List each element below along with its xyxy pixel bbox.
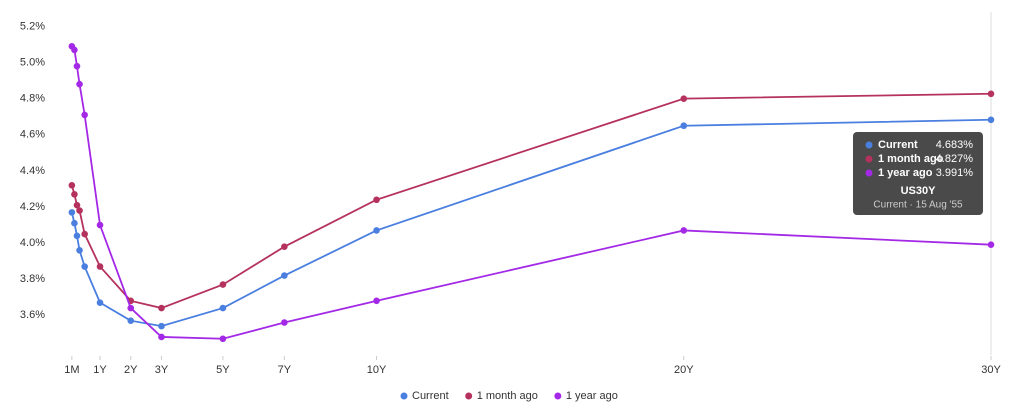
legend-label: Current xyxy=(412,390,449,402)
y-tick-label: 4.6% xyxy=(20,129,45,141)
tooltip-name: Current xyxy=(878,139,918,151)
legend-label: 1 month ago xyxy=(477,390,538,402)
tooltip-name: 1 month ago xyxy=(878,153,944,165)
x-tick-label: 30Y xyxy=(981,364,1001,376)
y-tick-label: 4.2% xyxy=(20,201,45,213)
data-point xyxy=(68,209,76,216)
y-tick-label: 5.2% xyxy=(20,20,45,32)
data-point xyxy=(987,241,995,248)
data-point xyxy=(373,196,380,204)
legend-item[interactable]: 1 year ago xyxy=(554,390,618,402)
data-point xyxy=(680,122,688,130)
y-tick-label: 3.6% xyxy=(20,309,45,321)
data-point xyxy=(71,191,78,198)
tooltip-swatch xyxy=(865,169,873,177)
data-point xyxy=(127,317,135,325)
tooltip-title: US30Y xyxy=(901,185,937,197)
x-tick-label: 7Y xyxy=(278,364,292,376)
tooltip-value: 4.827% xyxy=(936,153,974,165)
legend-item[interactable]: Current xyxy=(400,390,449,402)
data-point xyxy=(281,319,288,326)
tooltip-subtitle: Current · 15 Aug '55 xyxy=(873,200,963,211)
x-tick-label: 20Y xyxy=(674,364,694,376)
data-point xyxy=(158,304,165,312)
data-point xyxy=(73,201,81,209)
data-point xyxy=(987,90,995,98)
legend-swatch xyxy=(554,392,562,400)
data-point xyxy=(73,232,81,240)
tooltip-swatch xyxy=(865,155,873,163)
data-point xyxy=(127,304,135,312)
x-tick-label: 2Y xyxy=(124,364,138,376)
data-point xyxy=(71,219,78,227)
tooltip-name: 1 year ago xyxy=(878,167,933,179)
data-point xyxy=(281,243,288,250)
x-tick-label: 10Y xyxy=(367,364,387,376)
y-tick-label: 4.4% xyxy=(20,165,45,177)
legend-item[interactable]: 1 month ago xyxy=(465,390,538,402)
data-point xyxy=(76,207,83,214)
data-point xyxy=(373,297,380,305)
y-tick-label: 4.8% xyxy=(20,93,45,105)
data-point xyxy=(158,333,165,341)
data-point xyxy=(987,116,995,124)
data-point xyxy=(96,221,104,229)
data-point xyxy=(219,304,227,312)
data-point xyxy=(71,46,78,54)
data-point xyxy=(81,111,88,119)
data-point xyxy=(680,227,688,234)
y-tick-label: 5.0% xyxy=(20,56,45,68)
data-point xyxy=(76,246,83,254)
tooltip-value: 4.683% xyxy=(936,139,974,151)
data-point xyxy=(219,335,227,343)
data-point xyxy=(73,62,81,70)
tooltip-value: 3.991% xyxy=(936,167,974,179)
data-point xyxy=(373,227,380,234)
x-tick-label: 3Y xyxy=(155,364,169,376)
legend-swatch xyxy=(465,392,473,400)
legend-swatch xyxy=(400,392,408,400)
data-point xyxy=(81,263,88,270)
legend-label: 1 year ago xyxy=(566,390,618,402)
x-tick-label: 5Y xyxy=(216,364,230,376)
y-tick-label: 3.8% xyxy=(20,273,45,285)
data-point xyxy=(219,281,227,288)
x-tick-label: 1M xyxy=(64,364,79,376)
data-point xyxy=(68,182,76,189)
tooltip-swatch xyxy=(865,141,873,149)
data-point xyxy=(96,263,104,270)
x-tick-label: 1Y xyxy=(93,364,107,376)
tooltip-box xyxy=(853,132,983,215)
data-point xyxy=(96,299,104,306)
data-point xyxy=(281,272,288,279)
data-point xyxy=(680,95,688,102)
data-point xyxy=(81,230,88,238)
y-tick-label: 4.0% xyxy=(20,237,45,249)
data-point xyxy=(76,80,83,88)
data-point xyxy=(158,322,165,330)
